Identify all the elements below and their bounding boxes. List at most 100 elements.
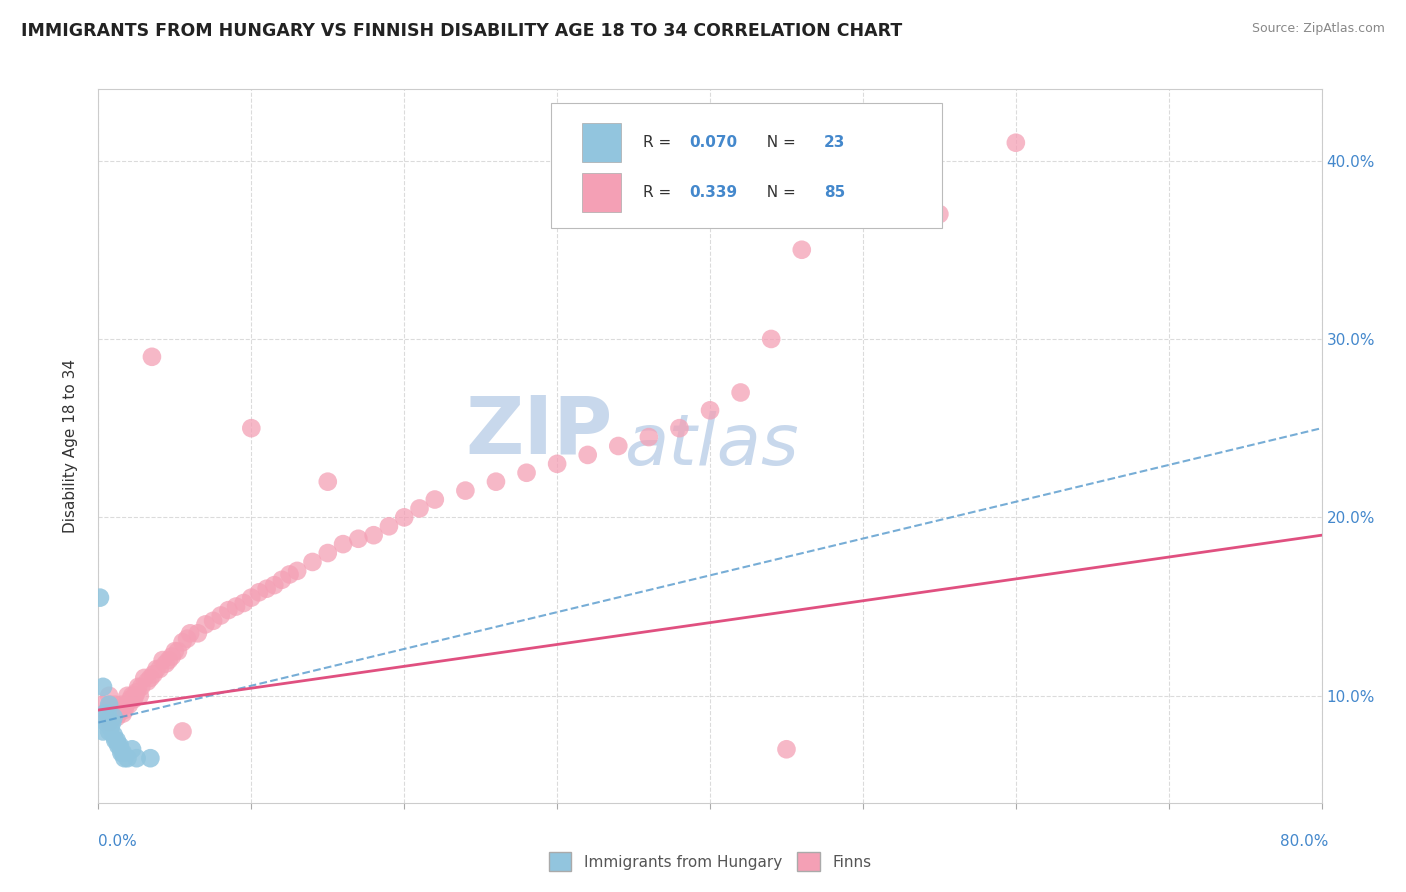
Point [105, 733, 128, 747]
Point [127, 680, 149, 694]
Point [637, 430, 661, 444]
Point [111, 706, 134, 721]
Point [112, 751, 135, 765]
Point [97, 706, 120, 721]
Point [91, 698, 114, 712]
Point [120, 692, 142, 706]
Point [187, 626, 209, 640]
Point [98, 689, 121, 703]
Point [316, 546, 339, 560]
Point [240, 421, 263, 435]
Point [108, 739, 131, 753]
Point [97, 703, 120, 717]
Point [104, 733, 127, 747]
Point [270, 573, 292, 587]
Text: R =: R = [643, 136, 676, 150]
Point [363, 528, 385, 542]
Point [91, 680, 114, 694]
Point [108, 703, 131, 717]
Point [928, 207, 950, 221]
Point [125, 751, 148, 765]
Point [347, 532, 370, 546]
Text: 0.339: 0.339 [689, 186, 737, 200]
Point [139, 671, 162, 685]
Point [103, 710, 125, 724]
Point [125, 685, 148, 699]
Point [91, 724, 114, 739]
Legend: Immigrants from Hungary, Finns: Immigrants from Hungary, Finns [543, 847, 877, 877]
Point [408, 501, 430, 516]
Point [194, 617, 217, 632]
Point [98, 724, 121, 739]
Point [104, 698, 127, 712]
Point [93, 706, 115, 721]
Point [157, 653, 180, 667]
Point [110, 698, 132, 712]
Point [202, 614, 225, 628]
Point [576, 448, 599, 462]
Point [107, 739, 129, 753]
Text: N =: N = [756, 136, 800, 150]
Point [112, 703, 135, 717]
Text: 80.0%: 80.0% [1281, 834, 1329, 849]
Point [392, 510, 416, 524]
FancyBboxPatch shape [551, 103, 942, 228]
FancyBboxPatch shape [582, 173, 620, 212]
Point [107, 706, 129, 721]
Point [98, 698, 121, 712]
Point [103, 703, 125, 717]
Point [122, 692, 145, 706]
Point [423, 492, 446, 507]
Point [668, 421, 690, 435]
Point [699, 403, 721, 417]
Point [128, 689, 150, 703]
Y-axis label: Disability Age 18 to 34: Disability Age 18 to 34 [63, 359, 77, 533]
Point [172, 724, 194, 739]
Point [117, 751, 139, 765]
Point [454, 483, 477, 498]
Point [172, 635, 194, 649]
Point [225, 599, 247, 614]
Text: N =: N = [756, 186, 800, 200]
Point [247, 585, 270, 599]
Point [263, 578, 285, 592]
Point [546, 457, 568, 471]
Point [115, 698, 138, 712]
Point [163, 644, 186, 658]
Point [149, 662, 172, 676]
Point [100, 698, 122, 712]
Point [94, 710, 117, 724]
Point [136, 674, 159, 689]
Point [141, 350, 163, 364]
Point [124, 689, 146, 703]
Point [129, 680, 152, 694]
Point [775, 742, 797, 756]
Point [167, 644, 190, 658]
Point [155, 657, 177, 671]
Point [101, 715, 124, 730]
Point [730, 385, 752, 400]
Point [485, 475, 508, 489]
Point [759, 332, 782, 346]
Point [607, 439, 630, 453]
FancyBboxPatch shape [582, 123, 620, 162]
Point [121, 689, 143, 703]
Point [101, 706, 124, 721]
Point [103, 728, 125, 742]
Text: ZIP: ZIP [465, 392, 612, 471]
Point [209, 608, 232, 623]
Point [111, 746, 134, 760]
Point [94, 715, 117, 730]
Point [110, 746, 132, 760]
Point [285, 564, 308, 578]
Point [176, 632, 198, 646]
Point [142, 667, 165, 681]
Point [217, 603, 239, 617]
Point [332, 537, 354, 551]
Point [278, 567, 301, 582]
Point [232, 596, 254, 610]
Text: 85: 85 [824, 186, 845, 200]
Point [1004, 136, 1026, 150]
Point [117, 689, 139, 703]
Point [301, 555, 323, 569]
